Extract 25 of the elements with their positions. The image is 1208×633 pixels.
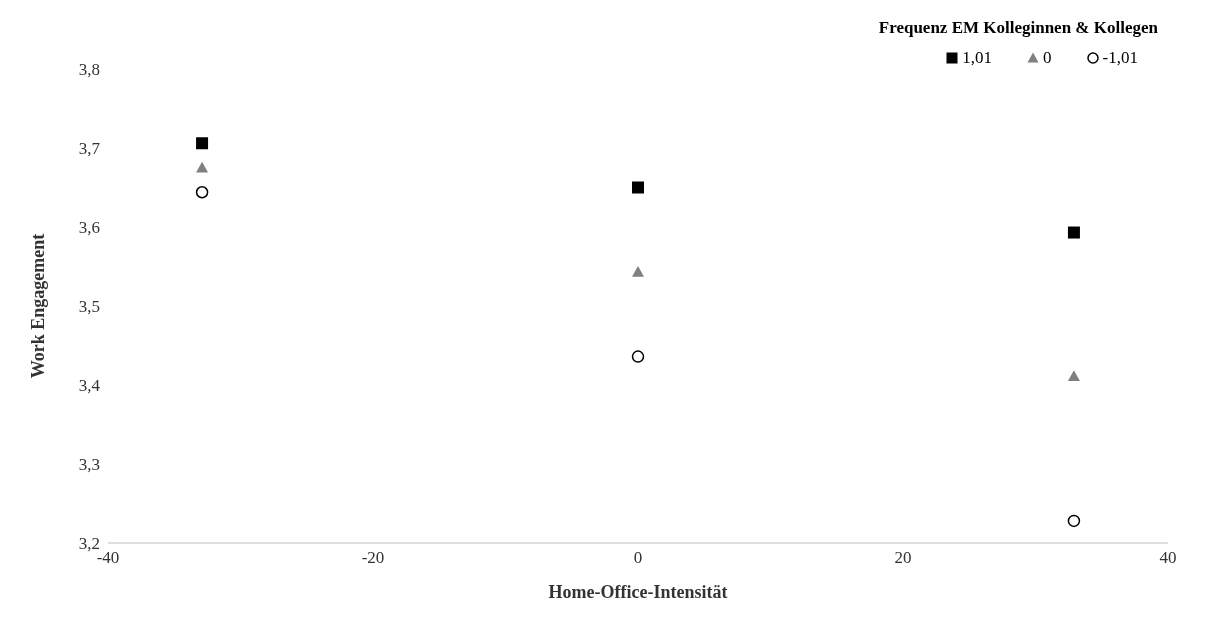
point: [196, 137, 209, 150]
y-tick-label: 3,3: [78, 455, 100, 475]
legend-label: 1,01: [962, 48, 993, 68]
y-tick-label: 3,5: [78, 297, 100, 317]
point: [632, 181, 644, 194]
legend-label: -1,01: [1102, 48, 1138, 68]
point: [1067, 226, 1080, 239]
x-axis-title: Home-Office-Intensität: [548, 582, 728, 602]
point: [632, 266, 644, 277]
x-tick-label: 40: [1159, 548, 1177, 568]
y-tick-label: 3,4: [78, 376, 101, 396]
y-axis-title: Work Engagement: [28, 233, 49, 379]
legend-title: Frequenz EM Kolleginnen & Kollegen: [877, 18, 1158, 38]
x-tick-label: -20: [361, 548, 385, 568]
y-tick-label: 3,6: [78, 218, 100, 238]
point: [1067, 514, 1081, 528]
point: [631, 350, 645, 363]
legend-label: 0: [1043, 48, 1052, 68]
x-tick-label: 0: [633, 548, 643, 568]
y-tick-label: 3,7: [78, 139, 101, 159]
point: [195, 185, 209, 199]
point: [196, 161, 209, 173]
point: [1067, 370, 1080, 382]
x-tick-label: 20: [894, 548, 912, 568]
y-tick-label: 3,8: [78, 60, 100, 80]
